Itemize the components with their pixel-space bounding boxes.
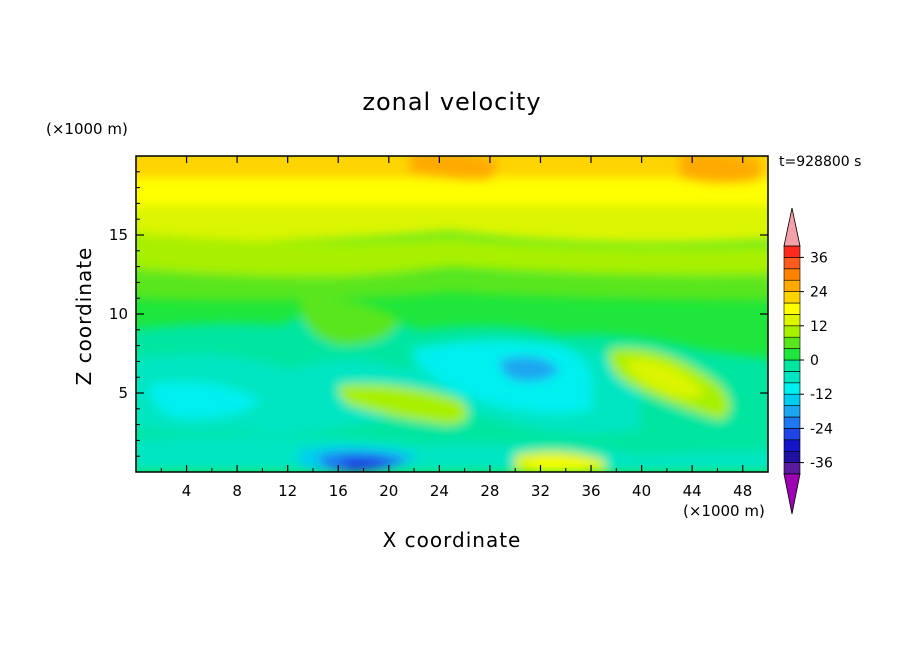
colorbar-segment bbox=[783, 257, 801, 270]
colorbar-tick-label: -12 bbox=[810, 387, 833, 403]
colorbar-tick-label: -36 bbox=[810, 456, 833, 472]
x-tick-label: 16 bbox=[329, 482, 348, 500]
colorbar-segment bbox=[783, 439, 801, 452]
time-label: t=928800 s bbox=[779, 154, 862, 170]
x-tick-label: 20 bbox=[379, 482, 398, 500]
colorbar-segment bbox=[783, 371, 801, 384]
bottom-yellow-core bbox=[530, 459, 590, 472]
colorbar-segment bbox=[783, 245, 801, 258]
x-tick-label: 40 bbox=[632, 482, 651, 500]
colorbar-segment bbox=[783, 291, 801, 304]
colorbar-under-triangle bbox=[783, 473, 801, 515]
colorbar-segment bbox=[783, 268, 801, 281]
colorbar: 36 24 12 0 -12 -24 -36 bbox=[783, 207, 833, 515]
upper-mid-green-patch bbox=[300, 299, 400, 345]
colorbar-tick-label: 12 bbox=[810, 319, 828, 335]
x-tick-label: 44 bbox=[683, 482, 702, 500]
y-tick-label: 10 bbox=[109, 305, 128, 323]
x-axis-label: X coordinate bbox=[382, 528, 522, 552]
colorbar-segment bbox=[783, 279, 801, 292]
colorbar-segment bbox=[783, 405, 801, 418]
colorbar-segment bbox=[783, 428, 801, 441]
colorbar-tick-label: 36 bbox=[810, 250, 828, 266]
x-tick-label: 12 bbox=[278, 482, 297, 500]
colorbar-tick-label: 0 bbox=[810, 353, 819, 369]
bottom-deep-blue-core bbox=[340, 456, 395, 472]
center-lime-patch bbox=[338, 384, 468, 425]
colorbar-segment bbox=[783, 314, 801, 327]
x-tick-label: 4 bbox=[182, 482, 192, 500]
central-cyan-patch bbox=[410, 341, 592, 414]
colorbar-over-triangle bbox=[783, 207, 801, 247]
right-yellow-patch bbox=[625, 359, 705, 398]
light-green-band bbox=[136, 268, 768, 301]
x-tick-label: 48 bbox=[733, 482, 752, 500]
top-center-orange-patch bbox=[410, 156, 500, 181]
yellow-green-band bbox=[136, 205, 768, 244]
colorbar-segment bbox=[783, 359, 801, 372]
x-axis-unit-label: (×1000 m) bbox=[683, 502, 765, 520]
colorbar-segment bbox=[783, 416, 801, 429]
x-ticks: 4 8 12 16 20 24 28 32 36 40 44 48 bbox=[160, 156, 752, 500]
contour-field bbox=[136, 156, 768, 472]
x-tick-label: 32 bbox=[531, 482, 550, 500]
colorbar-tick-label: 24 bbox=[810, 285, 828, 301]
y-ticks: 5 10 15 bbox=[109, 171, 768, 457]
x-tick-label: 36 bbox=[581, 482, 600, 500]
central-blue-spot bbox=[500, 356, 560, 382]
y-tick-label: 15 bbox=[109, 226, 128, 244]
chart-title: zonal velocity bbox=[362, 88, 542, 116]
y-axis-unit-label: (×1000 m) bbox=[46, 120, 128, 138]
colorbar-segment bbox=[783, 302, 801, 315]
colorbar-tick-label: -24 bbox=[810, 421, 833, 437]
x-tick-label: 24 bbox=[430, 482, 449, 500]
x-tick-label: 8 bbox=[232, 482, 242, 500]
top-right-orange-patch bbox=[680, 156, 760, 184]
colorbar-segment bbox=[783, 382, 801, 395]
bottom-aqua-band bbox=[136, 436, 768, 472]
colorbar-segment bbox=[783, 336, 801, 349]
colorbar-segment bbox=[783, 325, 801, 338]
colorbar-segment bbox=[783, 450, 801, 463]
x-tick-label: 28 bbox=[480, 482, 499, 500]
colorbar-segment bbox=[783, 462, 801, 475]
colorbar-segment bbox=[783, 393, 801, 406]
y-tick-label: 5 bbox=[118, 384, 128, 402]
colorbar-segment bbox=[783, 348, 801, 361]
left-cyan-patch bbox=[150, 382, 260, 419]
lime-band bbox=[136, 232, 768, 278]
